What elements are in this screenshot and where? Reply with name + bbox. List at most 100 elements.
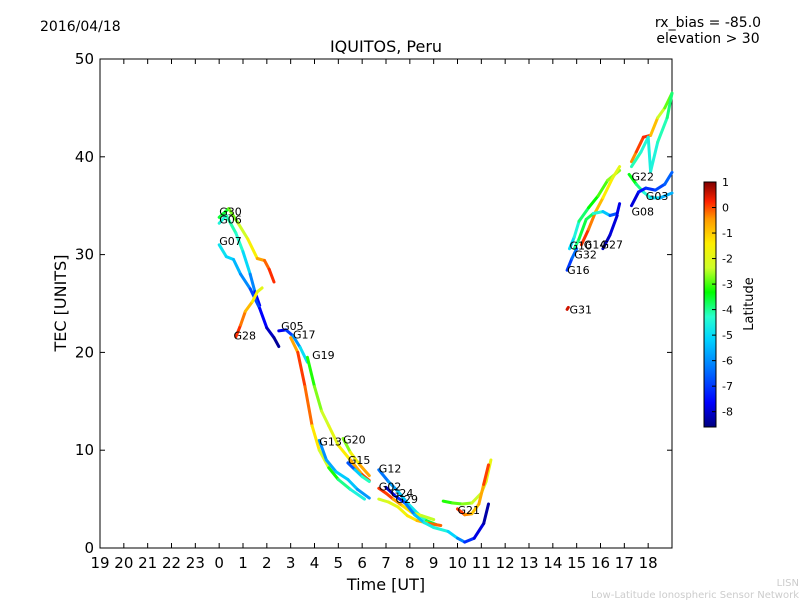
satellite-label: G14 [584, 239, 607, 252]
tec-segment [615, 202, 622, 215]
tec-segment [234, 323, 243, 339]
tec-segment [324, 458, 338, 474]
tec-segment [341, 437, 352, 454]
tec-segment [377, 497, 390, 504]
elevation-label: elevation > 30 [656, 31, 759, 47]
tec-segment [265, 326, 276, 340]
x-axis-ticks: 19 20 21 22 23 0 1 2 3 4 5 6 7 8 9 10 11 12 13 14 15 16 17 18 [90, 59, 658, 572]
satellite-label: G12 [379, 463, 402, 476]
series-g15 [346, 461, 371, 483]
satellite-label: G03 [646, 190, 669, 203]
data-layer [217, 91, 674, 544]
tec-segment [234, 231, 245, 254]
tec-segment [634, 135, 645, 154]
colorbar-label: Latitude [742, 277, 757, 331]
tec-segment [248, 272, 257, 294]
tec-segment [405, 514, 419, 523]
tec-segment [243, 300, 254, 313]
satellite-label: G06 [219, 213, 242, 226]
plot-frame [99, 58, 673, 549]
tec-segment [656, 106, 667, 120]
y-tick-label: 10 [75, 441, 94, 459]
colorbar-tick-label: -7 [722, 380, 733, 393]
tec-segment [630, 150, 638, 164]
tec-segment [649, 116, 660, 137]
satellite-label: G27 [601, 239, 624, 252]
tec-segment [477, 482, 486, 506]
series-g16 [565, 247, 579, 272]
x-tick-label: 5 [334, 554, 344, 572]
x-tick-label: 17 [615, 554, 634, 572]
tec-segment [289, 336, 300, 354]
tec-segment [255, 286, 264, 294]
tec-segment [608, 214, 619, 237]
tec-segment [565, 257, 574, 272]
colorbar-tick-label: -5 [722, 329, 733, 342]
tec-segment [482, 463, 490, 486]
date-label: 2016/04/18 [40, 19, 121, 35]
colorbar [703, 181, 717, 428]
satellite-label: G22 [632, 170, 655, 183]
tec-segment [336, 478, 352, 491]
colorbar-ticks: 1 0 -1 -2 -3 -4 -5 -6 -7 -8 [712, 176, 733, 419]
x-tick-label: 11 [472, 554, 491, 572]
tec-segment [291, 334, 302, 349]
tec-segment [263, 259, 271, 271]
tec-segment [217, 214, 228, 225]
x-tick-label: 14 [543, 554, 562, 572]
tec-segment [267, 267, 276, 284]
tec-segment [630, 190, 641, 208]
tec-segment [653, 182, 667, 192]
satellite-label: G10 [570, 240, 593, 253]
tec-segment [346, 461, 357, 472]
tec-segment [386, 500, 400, 509]
satellite-label: G15 [348, 454, 371, 467]
tec-segment [239, 272, 252, 291]
series-g27 [601, 214, 619, 251]
tec-segment [627, 172, 638, 186]
y-tick-label: 0 [84, 539, 94, 557]
colorbar-tick-label: -4 [722, 304, 733, 317]
tec-segment [482, 502, 490, 525]
x-tick-label: 7 [381, 554, 391, 572]
tec-segment [236, 221, 250, 241]
tec-segment [217, 243, 228, 259]
series-g31 [565, 305, 570, 311]
satellite-label: G20 [343, 433, 366, 446]
rx-bias-label: rx_bias = -85.0 [655, 15, 761, 31]
x-tick-label: 9 [429, 554, 439, 572]
colorbar-tick-label: -1 [722, 227, 733, 240]
x-axis-label: Time [UT] [346, 575, 425, 594]
satellite-label: G28 [234, 330, 257, 343]
tec-segment [296, 350, 307, 389]
x-tick-label: 1 [238, 554, 248, 572]
tec-segment [348, 458, 364, 477]
tec-segment [630, 150, 643, 169]
tec-segment [246, 237, 259, 260]
tec-segment [422, 521, 436, 529]
series-g30 [217, 207, 276, 284]
tec-segment [472, 522, 486, 540]
x-tick-label: 12 [496, 554, 515, 572]
tec-segment [320, 409, 331, 428]
tec-segment [313, 385, 324, 413]
tec-segment [427, 522, 443, 527]
tec-segment [317, 448, 331, 470]
series-g22b [630, 91, 674, 173]
tec-segment [327, 466, 340, 481]
y-tick-label: 30 [75, 246, 94, 264]
satellite-label: G29 [396, 493, 419, 506]
tec-segment [251, 290, 259, 303]
satellite-label: G17 [293, 329, 316, 342]
satellite-label: G19 [312, 349, 335, 362]
tec-segment [224, 214, 238, 235]
tec-segment [577, 206, 591, 223]
satellite-label: G32 [574, 249, 597, 262]
tec-segment [384, 491, 395, 501]
x-tick-label: 22 [162, 554, 181, 572]
y-tick-label: 20 [75, 343, 94, 361]
tec-segment [348, 487, 366, 501]
colorbar-tick-label: -3 [722, 278, 733, 291]
tec-segment [665, 91, 674, 120]
